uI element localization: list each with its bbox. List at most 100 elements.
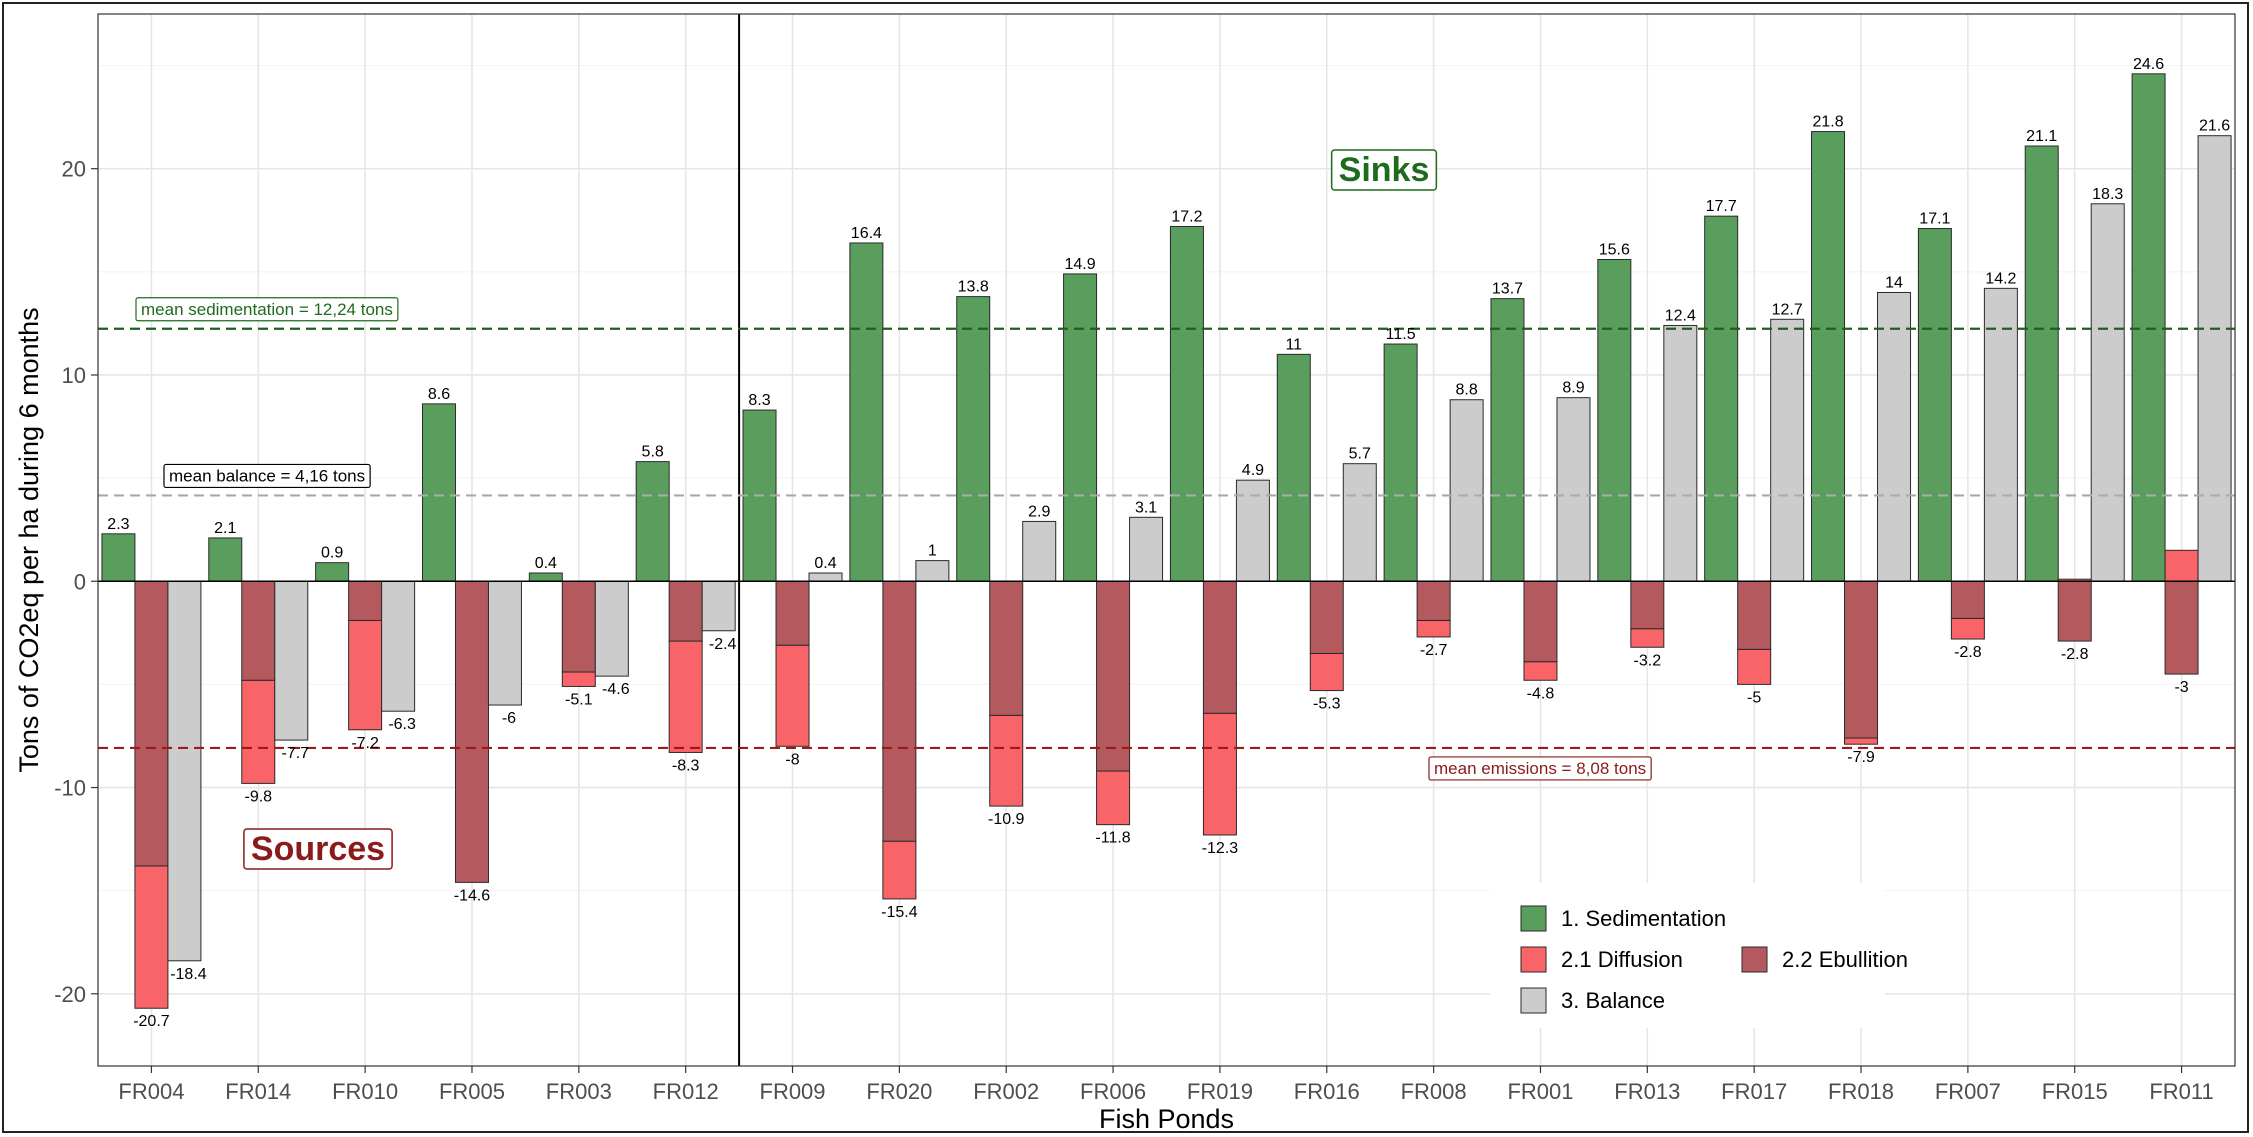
ebullition-bar [668,580,703,642]
emissions-value-label: -20.7 [133,1013,170,1030]
balance-value-label: 4.9 [1242,462,1264,479]
balance-value-label: 14 [1885,274,1903,291]
diffusion-bar [1844,737,1879,745]
balance-value-label: -18.4 [170,966,207,983]
balance-value-label: 8.9 [1562,380,1584,397]
x-tick-label: FR003 [546,1079,612,1104]
sedimentation-bar [315,562,350,582]
balance-bar [1022,520,1057,582]
diffusion-bar [1523,661,1558,681]
diffusion-bar [989,714,1024,807]
balance-bar [808,572,843,582]
x-tick-label: FR013 [1614,1079,1680,1104]
legend-swatch-diffusion [1520,946,1547,973]
mean-sedimentation-label-box [135,297,399,322]
emissions-value-label: -2.8 [2061,646,2089,663]
sources-label-box [243,828,393,870]
mean-balance-label: mean balance = 4,16 tons [169,466,365,485]
emissions-value-label: -14.6 [454,887,491,904]
sedimentation-value-label: 13.7 [1492,281,1523,298]
sedimentation-bar [421,403,456,582]
balance-value-label: 14.2 [1985,270,2016,287]
emissions-value-label: -4.8 [1527,685,1555,702]
ebullition-bar [1202,580,1237,714]
x-tick-label: FR002 [973,1079,1039,1104]
balance-bar [274,580,309,741]
ebullition-bar [561,580,596,673]
mean-emissions-label-box [1428,756,1652,781]
balance-value-label: 1 [928,543,937,560]
emissions-value-label: -8.3 [672,757,700,774]
ebullition-bar [1309,580,1344,654]
sedimentation-bar [2131,73,2166,582]
x-tick-label: FR020 [866,1079,932,1104]
balance-bar [1129,516,1164,582]
balance-bar [381,580,416,712]
emissions-value-label: -2.8 [1954,644,1982,661]
balance-bar [594,580,629,677]
balance-value-label: 3.1 [1135,499,1157,516]
emissions-value-label: -11.8 [1095,830,1130,847]
sedimentation-bar [1490,298,1525,582]
balance-value-label: -7.7 [281,745,309,762]
balance-bar [1770,318,1805,582]
ebullition-bar [1844,580,1879,739]
sedimentation-value-label: 0.9 [321,545,343,562]
emissions-value-label: -8 [785,751,799,768]
sedimentation-value-label: 21.1 [2026,128,2057,145]
sedimentation-bar [1169,225,1204,582]
ebullition-bar [348,580,383,621]
diffusion-bar [348,619,383,731]
balance-value-label: 21.6 [2199,118,2230,135]
balance-bar [915,560,950,582]
ebullition-bar [989,580,1024,716]
x-tick-label: FR012 [653,1079,719,1104]
balance-value-label: -4.6 [602,681,630,698]
balance-value-label: 8.8 [1456,382,1478,399]
x-tick-label: FR018 [1828,1079,1894,1104]
ebullition-bar [1630,580,1665,630]
balance-value-label: -6.3 [388,716,416,733]
x-tick-label: FR009 [760,1079,826,1104]
ebullition-bar [2164,580,2199,675]
sinks-label-box [1330,149,1438,191]
sedimentation-value-label: 16.4 [851,225,882,242]
emissions-value-label: -7.2 [351,735,379,752]
legend-label-ebullition: 2.2 Ebullition [1782,947,1908,972]
diffusion-bar [2164,549,2199,582]
x-tick-label: FR019 [1187,1079,1253,1104]
diffusion-bar [241,679,276,784]
x-tick-label: FR015 [2042,1079,2108,1104]
sedimentation-bar [208,537,243,582]
sedimentation-value-label: 2.3 [107,516,129,533]
y-tick-label: -20 [54,982,86,1007]
balance-value-label: -2.4 [709,636,737,653]
diffusion-bar [1737,648,1772,685]
balance-bar [1983,287,2018,582]
sedimentation-bar [1917,228,1952,582]
bars [101,73,2232,1009]
diffusion-bar [1309,652,1344,692]
sedimentation-value-label: 2.1 [214,520,236,537]
ebullition-bar [882,580,917,842]
x-tick-label: FR006 [1080,1079,1146,1104]
sedimentation-value-label: 15.6 [1599,241,1630,258]
x-tick-label: FR014 [225,1079,291,1104]
x-tick-label: FR001 [1507,1079,1573,1104]
emissions-value-label: -9.8 [244,788,272,805]
mean-emissions-label: mean emissions = 8,08 tons [1434,759,1646,778]
sedimentation-value-label: 21.8 [1812,114,1843,131]
diffusion-bar [775,644,810,747]
sedimentation-bar [1383,343,1418,582]
emissions-value-label: -3 [2174,679,2188,696]
balance-value-label: 12.4 [1665,307,1696,324]
x-tick-label: FR017 [1721,1079,1787,1104]
balance-value-label: 5.7 [1349,446,1371,463]
sedimentation-value-label: 11.5 [1386,326,1416,343]
legend-swatch-balance [1520,987,1547,1014]
x-tick-label: FR010 [332,1079,398,1104]
legend-swatch-ebullition [1741,946,1768,973]
value-labels: 2.3 -20.7 -18.4 2.1 -9.8 -7.7 0.9 -7.2 -6.3 8.6 -1… [107,56,2230,1030]
legend-label-sedimentation: 1. Sedimentation [1561,906,1726,931]
